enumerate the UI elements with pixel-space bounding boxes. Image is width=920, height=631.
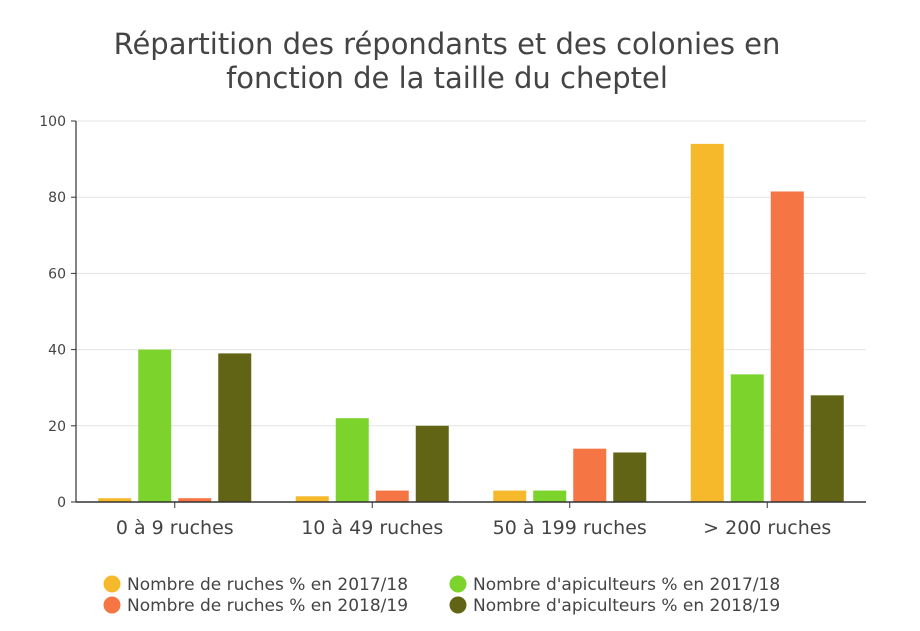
chart-title-line-2: fonction de la taille du cheptel — [226, 61, 668, 95]
legend-label: Nombre d'apiculteurs % en 2017/18 — [473, 575, 780, 595]
legend-marker — [103, 596, 121, 614]
legend-label: Nombre d'apiculteurs % en 2018/19 — [473, 596, 780, 616]
y-tick-label: 60 — [48, 266, 66, 282]
y-tick-label: 80 — [48, 190, 66, 206]
bar — [533, 490, 567, 502]
bar — [138, 349, 172, 502]
bar — [218, 353, 252, 502]
bar — [415, 425, 449, 502]
legend-marker — [449, 596, 467, 614]
bar — [810, 395, 844, 502]
y-tick-label: 0 — [57, 495, 66, 511]
y-tick-label: 20 — [48, 419, 66, 435]
bars — [98, 143, 844, 503]
bar — [770, 191, 804, 503]
bar — [295, 496, 329, 502]
x-axis: 0 à 9 ruches 10 à 49 ruches 50 à 199 ruche… — [76, 501, 866, 539]
bar — [178, 498, 212, 502]
bar — [375, 490, 409, 502]
x-tick-label: 10 à 49 ruches — [301, 517, 443, 539]
x-tick-label: > 200 ruches — [703, 517, 831, 539]
legend: Nombre de ruches % en 2017/18 Nombre d'ap… — [103, 575, 780, 616]
bar — [335, 418, 369, 502]
bar — [573, 448, 607, 502]
bar — [730, 374, 764, 502]
bar — [493, 490, 527, 502]
legend-label: Nombre de ruches % en 2018/19 — [127, 596, 408, 616]
bar — [613, 452, 647, 502]
bar — [690, 143, 724, 503]
y-tick-label: 100 — [39, 114, 66, 130]
chart-title-line-1: Répartition des répondants et des coloni… — [114, 27, 781, 61]
y-axis: 0 20 40 60 80 100 — [39, 114, 77, 511]
legend-marker — [103, 575, 121, 593]
chart-title: Répartition des répondants et des coloni… — [114, 27, 781, 95]
x-tick-label: 0 à 9 ruches — [116, 517, 234, 539]
bar — [98, 498, 132, 502]
legend-marker — [449, 575, 467, 593]
y-tick-label: 40 — [48, 343, 66, 359]
legend-label: Nombre de ruches % en 2017/18 — [127, 575, 408, 595]
x-tick-label: 50 à 199 ruches — [493, 517, 647, 539]
